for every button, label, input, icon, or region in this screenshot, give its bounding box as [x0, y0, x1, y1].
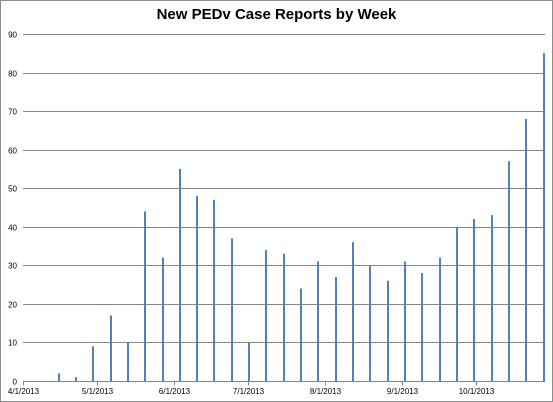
x-tick-label: 5/1/2013	[82, 387, 114, 396]
bar	[75, 377, 77, 381]
bars	[58, 53, 545, 382]
bar	[110, 315, 112, 381]
x-tick-label: 10/1/2013	[459, 387, 495, 396]
y-tick-label: 0	[13, 378, 18, 387]
y-tick-label: 90	[8, 31, 17, 40]
bar	[543, 53, 545, 382]
bar	[92, 346, 94, 381]
bar	[421, 273, 423, 381]
bar	[248, 342, 250, 381]
bar	[352, 242, 354, 381]
chart-title: New PEDv Case Reports by Week	[156, 6, 397, 23]
bar	[127, 342, 129, 381]
x-tick-label: 7/1/2013	[233, 387, 265, 396]
bar	[213, 199, 215, 381]
y-tick-label: 80	[8, 70, 17, 79]
bar	[508, 161, 510, 381]
bar	[162, 257, 164, 381]
bar	[439, 257, 441, 381]
bar	[144, 211, 146, 381]
y-tick-label: 70	[8, 108, 17, 117]
x-axis-ticks: 4/1/2013 5/1/2013 6/1/2013 7/1/2013 8/1/2013…	[8, 381, 495, 396]
bar	[58, 373, 60, 381]
bar	[473, 219, 475, 381]
x-tick-label: 6/1/2013	[159, 387, 191, 396]
bar	[196, 195, 198, 381]
x-tick-label: 8/1/2013	[310, 387, 342, 396]
y-tick-label: 60	[8, 147, 17, 156]
bar	[283, 253, 285, 381]
bar	[456, 226, 458, 381]
x-tick-label: 9/1/2013	[387, 387, 419, 396]
bar	[265, 249, 267, 381]
y-tick-label: 20	[8, 301, 17, 310]
x-tick-label: 4/1/2013	[8, 387, 40, 396]
y-tick-label: 10	[8, 339, 17, 348]
bar	[179, 168, 181, 381]
y-tick-label: 30	[8, 262, 17, 271]
bar	[317, 261, 319, 381]
bar	[300, 288, 302, 381]
y-tick-label: 40	[8, 224, 17, 233]
bar	[525, 118, 527, 382]
bar	[335, 276, 337, 381]
bar	[231, 238, 233, 381]
bar	[491, 215, 493, 381]
bar	[369, 265, 371, 381]
bar	[387, 280, 389, 381]
bar	[404, 261, 406, 381]
y-axis-ticks: 0 10 20 30 40 50 60 70 80 90	[8, 31, 17, 387]
y-tick-label: 50	[8, 185, 17, 194]
